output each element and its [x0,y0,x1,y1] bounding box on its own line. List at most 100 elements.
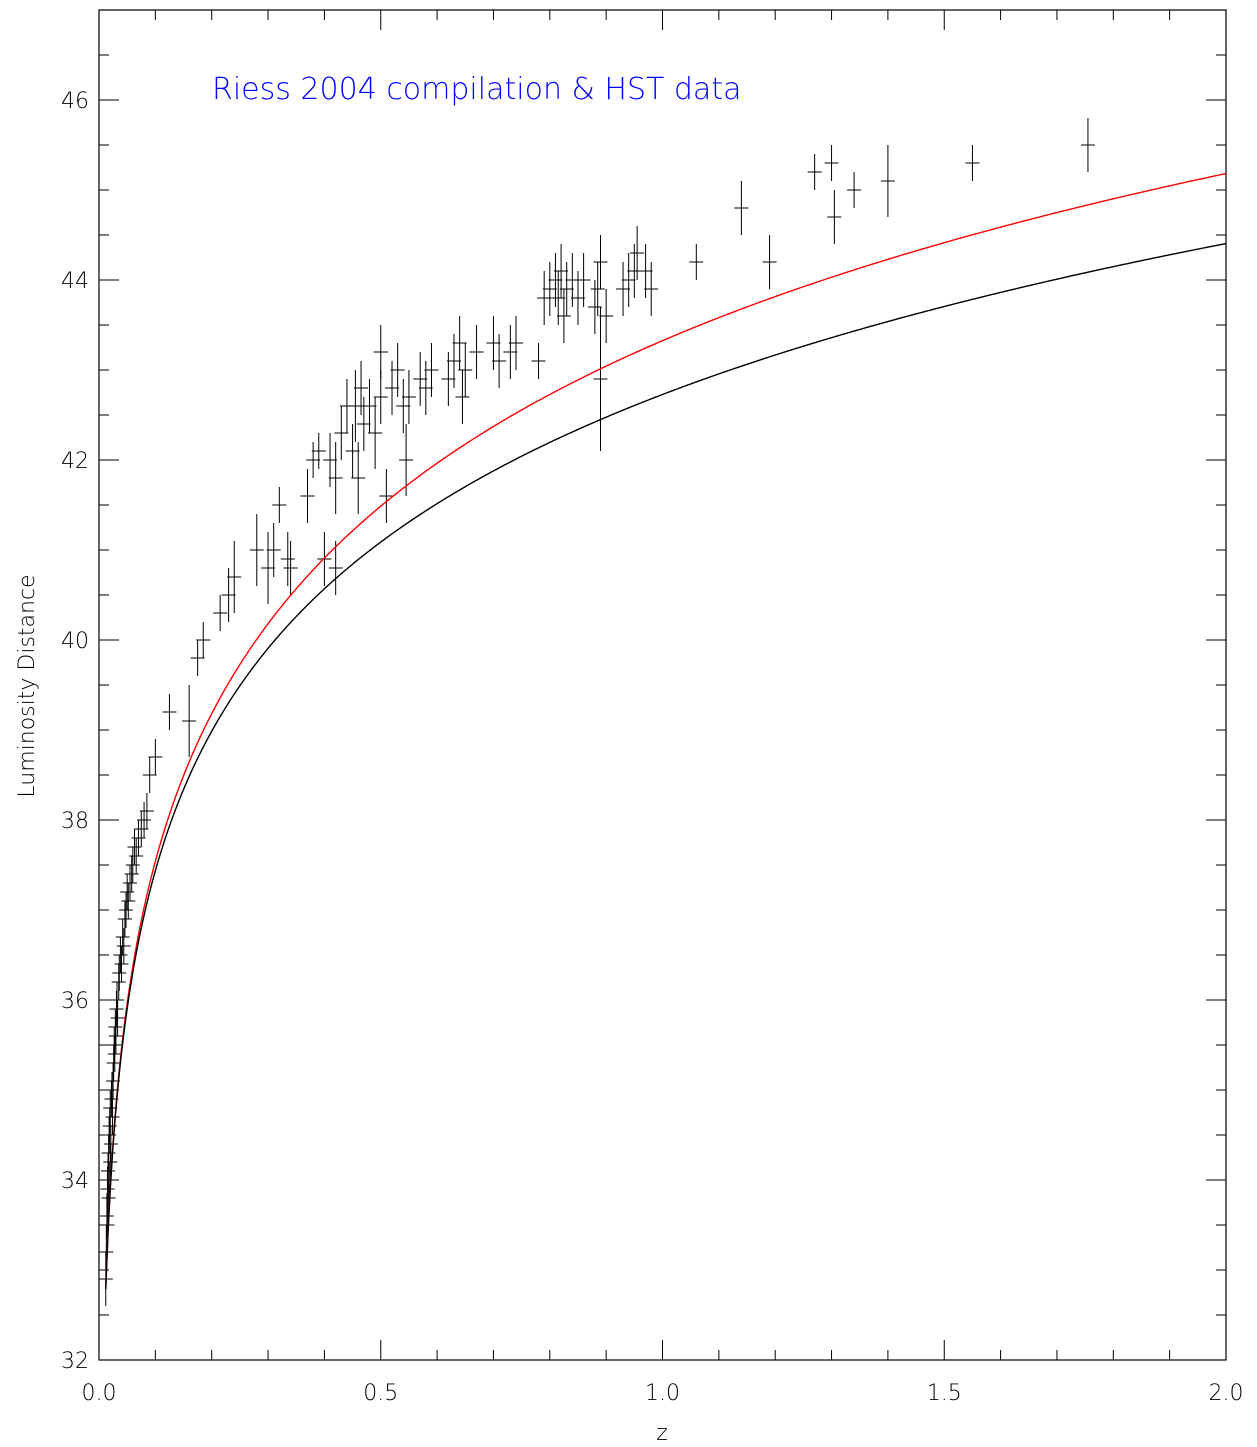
data-point [113,937,128,973]
data-point [328,442,343,514]
data-point [413,352,428,406]
data-point [103,1126,118,1162]
data-point [300,469,315,523]
data-point [469,325,484,379]
data-point [102,1162,117,1198]
data-point [328,541,343,595]
data-point [616,262,631,316]
data-point [266,523,281,577]
data-point [99,1193,114,1239]
data-point [593,235,608,289]
data-point [137,802,152,838]
data-point [399,424,414,496]
data-point [108,1018,123,1054]
data-point [103,1090,118,1126]
data-point [689,244,704,280]
data-point [131,820,146,856]
y-tick-label: 40 [61,629,89,654]
data-point [348,370,363,442]
data-point [368,397,383,469]
model-curve [105,242,1227,1290]
data-point [272,487,287,523]
data-points [98,118,1095,1306]
data-point [182,685,197,757]
data-point [356,397,371,451]
data-point [531,343,546,379]
data-point [345,424,360,478]
data-point [401,370,416,424]
data-point [593,307,608,451]
data-point [104,1072,119,1108]
data-point [424,343,439,397]
data-point [110,982,125,1018]
data-point [551,271,566,325]
data-point [117,901,132,937]
data-point [306,442,321,478]
data-point [311,433,326,469]
data-point [447,334,462,388]
data-point [452,316,467,370]
data-point [965,145,980,181]
data-point [115,919,130,955]
data-point [373,370,388,424]
data-point [103,1144,118,1180]
data-point [762,235,777,289]
data-point [638,244,653,298]
data-point [110,1000,125,1036]
data-point [107,1036,122,1072]
data-point [390,343,405,397]
data-point [385,361,400,415]
data-point [503,325,518,379]
data-point [283,541,298,595]
data-point [559,262,574,316]
data-point [354,361,369,415]
data-point [196,622,211,658]
x-tick-label: 1.5 [927,1381,962,1406]
data-point [351,442,366,514]
data-point [556,289,571,343]
data-point [100,1166,115,1212]
data-point [116,928,131,964]
data-point [101,1135,116,1171]
y-tick-label: 46 [61,89,89,114]
data-point [261,532,276,604]
data-point [107,1027,122,1063]
data-point [162,694,177,730]
data-point [548,253,563,307]
data-point [441,352,456,406]
y-tick-labels: 32 34 36 38 40 42 44 46 [61,89,89,1374]
data-point [486,316,501,370]
data-point [122,865,137,901]
data-point [630,226,645,280]
data-point [213,595,228,631]
data-point [590,262,605,316]
model-curve [105,172,1227,1289]
data-point [824,145,839,181]
data-point [323,433,338,487]
data-point [599,289,614,343]
data-point [827,190,842,244]
data-point [542,262,557,316]
data-point [106,1045,121,1081]
data-point [621,253,636,307]
data-point [129,838,144,874]
data-point [114,946,129,982]
data-point [227,541,242,613]
data-point [221,568,236,622]
data-point [109,991,124,1027]
y-tick-label: 42 [61,449,89,474]
data-point [112,955,127,991]
data-point [418,361,433,415]
data-point [105,1099,120,1135]
data-point [108,1009,123,1045]
data-point [554,244,569,298]
y-tick-label: 32 [61,1349,89,1374]
x-tick-label: 2.0 [1209,1381,1244,1406]
x-tick-labels: 0.0 0.5 1.0 1.5 2.0 [82,1381,1244,1406]
data-point [334,406,349,460]
data-point [492,334,507,388]
y-tick-label: 44 [61,269,89,294]
data-point [807,154,822,190]
data-point [127,829,142,865]
